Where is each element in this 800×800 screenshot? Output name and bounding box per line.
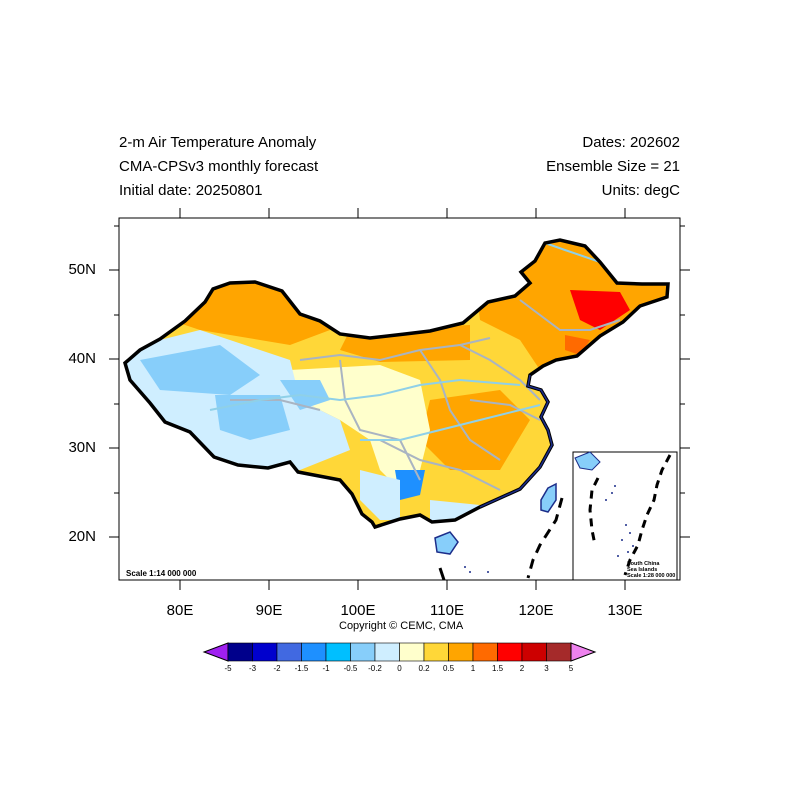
colorbar [202,642,597,662]
ensemble-size: Ensemble Size = 21 [546,158,680,175]
colorbar-swatch [521,642,547,662]
main-map-scale: Scale 1:14 000 000 [126,569,197,578]
colorbar-label: -3 [248,664,257,673]
colorbar-label: 2 [519,664,525,673]
y-tick-50n: 50N [68,261,96,278]
colorbar-arrow-high [570,642,597,662]
colorbar-arrow-low [202,642,229,662]
colorbar-label: -1.5 [294,664,309,673]
colorbar-label: 1.5 [491,664,504,673]
taiwan-island [540,482,557,513]
x-tick-90e: 90E [255,602,283,619]
colorbar-label: 0.5 [442,664,455,673]
colorbar-swatch [546,642,572,662]
inset-label-line1: South China [627,561,660,567]
colorbar-swatch [350,642,376,662]
colorbar-label: 0.2 [418,664,430,673]
axis-ticks [109,208,690,590]
colorbar-label: -1 [322,664,330,673]
colorbar-swatch [448,642,474,662]
colorbar-swatch [325,642,351,662]
units-label: Units: degC [601,182,680,199]
inset-scale: Scale 1:28 000 000 [627,573,676,579]
china-border [123,238,670,530]
colorbar-swatch [227,642,253,662]
y-tick-40n: 40N [68,350,96,367]
sea-boundary-line [526,497,564,579]
inset-label-line2: Sea Islands [627,567,658,573]
colorbar-swatch [399,642,425,662]
copyright-notice: Copyright © CEMC, CMA [339,620,464,632]
colorbar-swatch [497,642,523,662]
x-tick-80e: 80E [166,602,194,619]
colorbar-swatch [252,642,278,662]
province-boundaries [230,299,621,491]
coastline [479,374,553,508]
x-tick-100e: 100E [340,602,376,619]
colorbar-swatch [276,642,302,662]
colorbar-label: 3 [544,664,549,673]
colorbar-label: 1 [470,664,476,673]
initial-date: Initial date: 20250801 [119,182,263,199]
colorbar-swatch [374,642,400,662]
map-title: 2-m Air Temperature Anomaly [119,134,317,151]
colorbar-label: -2 [273,664,281,673]
y-tick-30n: 30N [68,439,96,456]
forecast-dates: Dates: 202602 [582,134,680,151]
y-tick-20n: 20N [68,528,96,545]
x-tick-120e: 120E [518,602,554,619]
hainan-island [434,531,459,555]
colorbar-swatch [423,642,449,662]
colorbar-swatch [472,642,498,662]
colorbar-label: -0.5 [343,664,358,673]
colorbar-label: 5 [568,664,574,673]
colorbar-label: -5 [224,664,232,673]
sea-boundary-line-2 [438,567,446,581]
colorbar-label: -0.2 [368,664,382,673]
x-tick-110e: 110E [430,602,464,619]
model-name: CMA-CPSv3 monthly forecast [119,158,319,175]
colorbar-swatch [301,642,327,662]
x-tick-130e: 130E [607,602,643,619]
colorbar-label: 0 [397,664,402,673]
